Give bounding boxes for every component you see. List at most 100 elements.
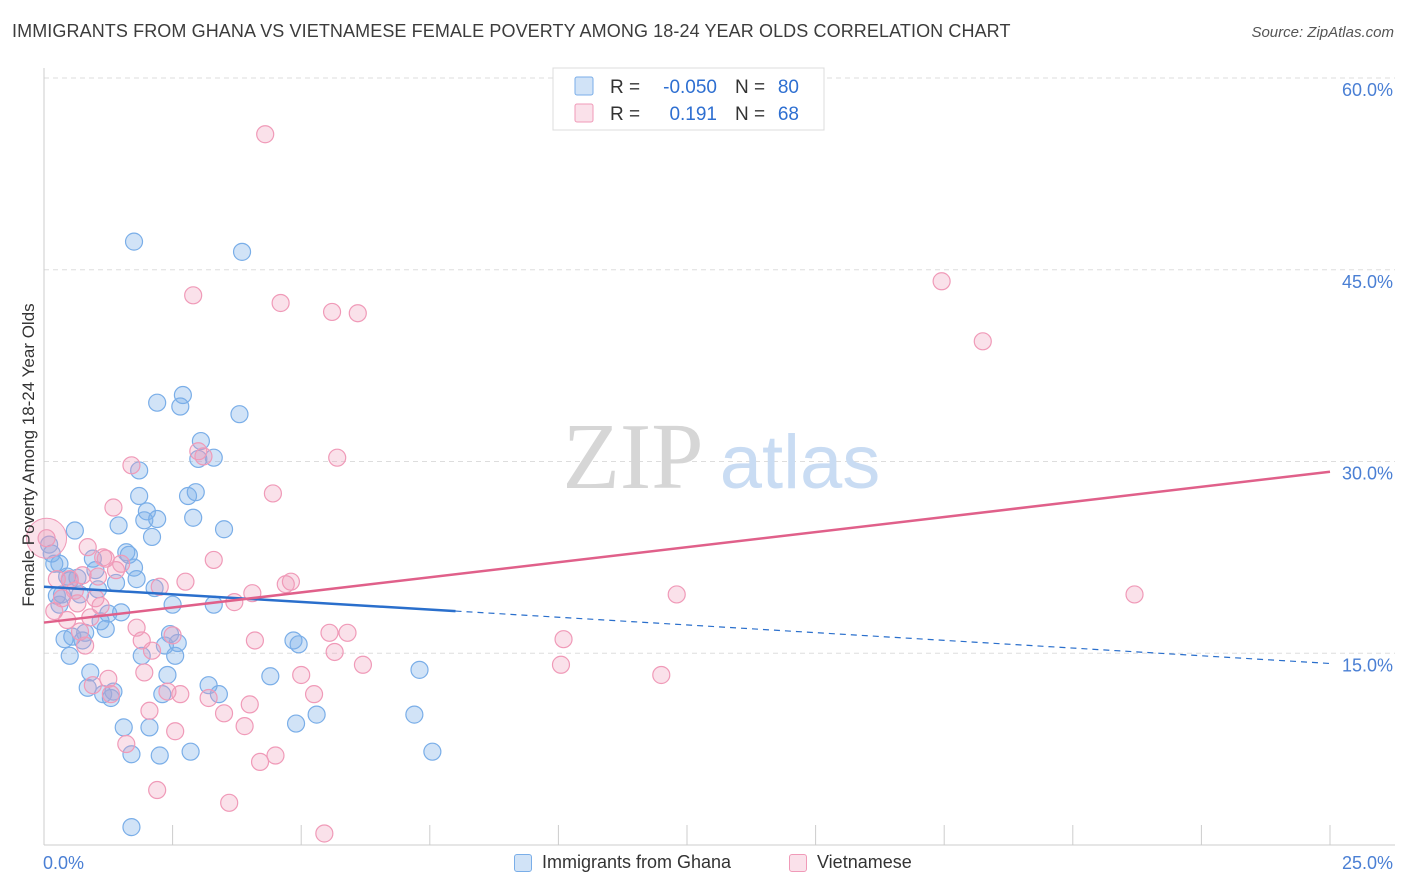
point-ghana[interactable] (232, 242, 252, 261)
point-ghana[interactable] (405, 705, 424, 724)
point-ghana[interactable] (204, 595, 223, 614)
point-ghana[interactable] (60, 646, 79, 665)
point-vietnamese[interactable] (112, 554, 131, 573)
point-vietnamese[interactable] (551, 655, 571, 674)
point-vietnamese[interactable] (320, 623, 339, 642)
point-ghana[interactable] (142, 527, 162, 547)
point-vietnamese[interactable] (194, 447, 213, 466)
point-vietnamese[interactable] (353, 655, 373, 674)
point-ghana[interactable] (124, 232, 144, 251)
point-vietnamese[interactable] (73, 566, 92, 585)
point-ghana[interactable] (150, 746, 169, 765)
point-vietnamese[interactable] (189, 442, 208, 461)
point-ghana[interactable] (199, 676, 218, 695)
point-ghana[interactable] (230, 405, 249, 424)
point-vietnamese[interactable] (220, 793, 239, 812)
point-vietnamese-large[interactable] (26, 517, 68, 559)
point-ghana[interactable] (286, 714, 306, 733)
point-vietnamese[interactable] (325, 642, 344, 662)
legend-item-vietnamese[interactable]: Vietnamese (789, 852, 912, 873)
point-vietnamese[interactable] (1125, 585, 1144, 604)
point-vietnamese[interactable] (348, 304, 367, 323)
point-vietnamese[interactable] (932, 272, 951, 291)
source-label[interactable]: Source: ZipAtlas.com (1251, 24, 1394, 41)
point-vietnamese[interactable] (652, 665, 671, 685)
point-ghana[interactable] (153, 685, 172, 704)
point-ghana[interactable] (214, 520, 234, 539)
point-vietnamese[interactable] (281, 572, 301, 591)
point-vietnamese[interactable] (140, 701, 159, 720)
point-vietnamese[interactable] (163, 626, 182, 645)
point-ghana[interactable] (50, 554, 69, 573)
point-vietnamese[interactable] (148, 780, 167, 800)
point-vietnamese[interactable] (150, 577, 169, 596)
point-vietnamese[interactable] (68, 594, 87, 613)
point-vietnamese[interactable] (266, 746, 285, 765)
point-vietnamese[interactable] (304, 685, 324, 704)
point-ghana[interactable] (122, 745, 141, 764)
point-ghana[interactable] (65, 521, 84, 540)
point-vietnamese[interactable] (271, 293, 290, 313)
point-vietnamese[interactable] (973, 332, 992, 351)
point-vietnamese[interactable] (322, 302, 342, 322)
point-vietnamese[interactable] (240, 695, 259, 714)
point-ghana[interactable] (173, 385, 192, 405)
point-vietnamese[interactable] (315, 824, 334, 843)
point-ghana[interactable] (163, 595, 182, 614)
point-ghana[interactable] (209, 685, 228, 704)
point-vietnamese[interactable] (250, 752, 270, 772)
point-ghana[interactable] (122, 818, 141, 837)
point-ghana[interactable] (117, 543, 136, 562)
point-ghana[interactable] (78, 678, 97, 697)
point-vietnamese[interactable] (199, 688, 218, 708)
point-vietnamese[interactable] (70, 622, 90, 641)
point-ghana[interactable] (184, 508, 203, 527)
point-ghana[interactable] (181, 742, 200, 761)
point-vietnamese[interactable] (104, 498, 123, 517)
point-ghana[interactable] (140, 718, 159, 737)
point-ghana[interactable] (423, 742, 442, 761)
point-ghana[interactable] (171, 397, 190, 416)
point-vietnamese[interactable] (122, 456, 141, 475)
point-ghana[interactable] (289, 635, 308, 654)
point-vietnamese[interactable] (245, 631, 265, 650)
point-vietnamese[interactable] (76, 636, 95, 655)
point-ghana[interactable] (96, 619, 115, 639)
point-vietnamese[interactable] (37, 529, 56, 548)
point-ghana[interactable] (410, 660, 429, 679)
point-vietnamese[interactable] (78, 538, 97, 557)
point-ghana[interactable] (109, 516, 128, 535)
point-ghana[interactable] (186, 483, 205, 502)
point-vietnamese[interactable] (276, 575, 295, 594)
point-vietnamese[interactable] (338, 623, 357, 642)
legend-item-ghana[interactable]: Immigrants from Ghana (514, 852, 731, 873)
point-ghana[interactable] (189, 449, 208, 469)
point-vietnamese[interactable] (171, 685, 190, 704)
point-ghana[interactable] (127, 570, 146, 589)
point-vietnamese[interactable] (135, 663, 154, 682)
point-ghana[interactable] (261, 667, 280, 686)
point-vietnamese[interactable] (117, 734, 136, 754)
point-vietnamese[interactable] (263, 484, 283, 503)
point-ghana[interactable] (45, 554, 64, 573)
point-vietnamese[interactable] (142, 641, 162, 660)
point-ghana[interactable] (130, 486, 149, 506)
point-vietnamese[interactable] (328, 448, 347, 467)
point-vietnamese[interactable] (204, 550, 223, 570)
point-vietnamese[interactable] (554, 630, 573, 649)
point-vietnamese[interactable] (83, 676, 102, 695)
point-vietnamese[interactable] (235, 717, 254, 736)
point-ghana[interactable] (158, 665, 177, 685)
point-ghana[interactable] (137, 502, 156, 521)
point-vietnamese[interactable] (101, 685, 120, 704)
point-vietnamese[interactable] (256, 125, 275, 144)
point-vietnamese[interactable] (166, 722, 185, 741)
point-ghana[interactable] (148, 509, 167, 529)
point-ghana[interactable] (148, 393, 167, 412)
point-vietnamese[interactable] (91, 596, 110, 616)
point-vietnamese[interactable] (99, 669, 118, 688)
point-vietnamese[interactable] (176, 572, 195, 591)
point-vietnamese[interactable] (214, 704, 234, 723)
point-vietnamese[interactable] (292, 665, 311, 685)
point-ghana[interactable] (114, 718, 133, 737)
